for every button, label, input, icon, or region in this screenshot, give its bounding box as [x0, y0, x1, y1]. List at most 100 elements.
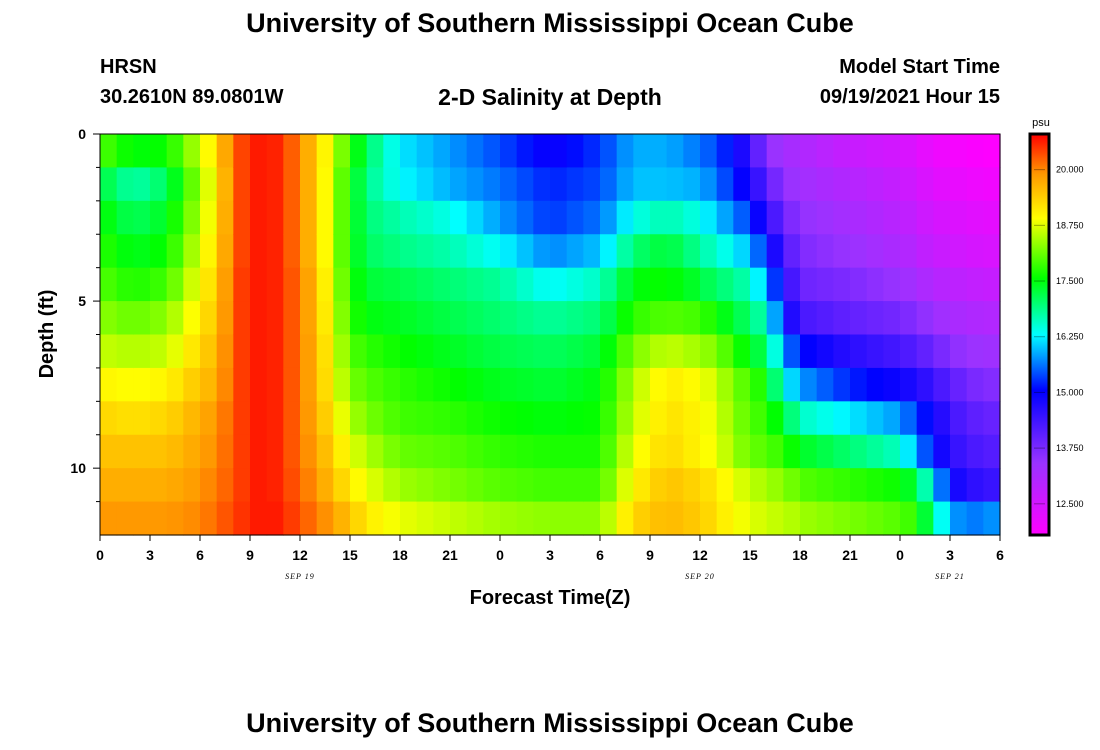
heatmap-cell [283, 167, 301, 202]
heatmap-cell [166, 134, 184, 169]
heatmap-cell [616, 234, 634, 269]
heatmap-cell [716, 367, 734, 402]
heatmap-cell [916, 434, 934, 469]
heatmap-cell [266, 468, 284, 503]
x-day-label: SEP 19 [285, 572, 315, 581]
heatmap-cell [666, 367, 684, 402]
title-bottom: University of Southern Mississippi Ocean… [246, 708, 854, 738]
heatmap-cell [383, 434, 401, 469]
heatmap-cell [366, 301, 384, 336]
heatmap-cell [866, 167, 884, 202]
heatmap-cell [633, 167, 651, 202]
heatmap-cell [350, 167, 368, 202]
heatmap-cell [450, 200, 468, 235]
heatmap-cell [716, 334, 734, 369]
heatmap-cell [733, 334, 751, 369]
heatmap-cell [700, 134, 718, 169]
heatmap-cell [350, 200, 368, 235]
heatmap-cell [250, 434, 268, 469]
heatmap-cell [633, 200, 651, 235]
heatmap-cell [983, 167, 1001, 202]
heatmap-cell [683, 334, 701, 369]
heatmap-cell [383, 234, 401, 269]
heatmap-cell [266, 401, 284, 436]
heatmap-cell [750, 401, 768, 436]
heatmap-cell [100, 401, 118, 436]
heatmap-cell [116, 334, 134, 369]
heatmap-cell [200, 234, 218, 269]
heatmap-cell [900, 401, 918, 436]
heatmap-cell [566, 401, 584, 436]
heatmap-cell [600, 267, 618, 302]
heatmap-cell [450, 267, 468, 302]
heatmap-cell [233, 134, 251, 169]
heatmap-cell [566, 334, 584, 369]
heatmap-cell [850, 367, 868, 402]
heatmap-cell [800, 334, 818, 369]
heatmap-cell [150, 434, 168, 469]
heatmap-cell [783, 401, 801, 436]
x-tick-label: 18 [792, 547, 808, 563]
heatmap-cell [383, 401, 401, 436]
heatmap-cell [933, 267, 951, 302]
heatmap-cell [366, 200, 384, 235]
heatmap-cell [533, 501, 551, 536]
heatmap-cell [833, 167, 851, 202]
heatmap-cell [766, 167, 784, 202]
heatmap-cell [900, 134, 918, 169]
heatmap-cell [950, 434, 968, 469]
heatmap-cell [816, 234, 834, 269]
heatmap-cell [783, 367, 801, 402]
heatmap-cell [450, 367, 468, 402]
x-axis-label: Forecast Time(Z) [470, 587, 631, 609]
heatmap-cell [600, 434, 618, 469]
heatmap-cell [466, 267, 484, 302]
heatmap-cell [800, 234, 818, 269]
heatmap-cell [483, 200, 501, 235]
heatmap-cell [433, 334, 451, 369]
heatmap-cell [200, 167, 218, 202]
heatmap-cell [850, 301, 868, 336]
heatmap-cell [566, 434, 584, 469]
heatmap-cell [800, 401, 818, 436]
heatmap-cell [516, 501, 534, 536]
heatmap-cell [700, 167, 718, 202]
heatmap-cell [783, 468, 801, 503]
heatmap-cell [966, 200, 984, 235]
heatmap-cell [216, 134, 234, 169]
heatmap-cell [916, 468, 934, 503]
heatmap-cell [383, 301, 401, 336]
heatmap-cell [533, 468, 551, 503]
heatmap-cell [183, 234, 201, 269]
heatmap-cell [150, 301, 168, 336]
heatmap-cell [333, 301, 351, 336]
heatmap-cell [450, 401, 468, 436]
heatmap-cell [816, 267, 834, 302]
heatmap-cell [350, 301, 368, 336]
heatmap-cell [200, 134, 218, 169]
x-tick-label: 12 [292, 547, 308, 563]
heatmap-cell [550, 234, 568, 269]
heatmap-cell [800, 134, 818, 169]
heatmap-cell [633, 134, 651, 169]
heatmap-cell [466, 501, 484, 536]
heatmap-cell [883, 434, 901, 469]
heatmap-cell [850, 468, 868, 503]
heatmap-cell [783, 134, 801, 169]
heatmap-cell [783, 501, 801, 536]
heatmap-cell [550, 468, 568, 503]
heatmap-cell [850, 200, 868, 235]
heatmap-cell [833, 468, 851, 503]
heatmap-cell [716, 200, 734, 235]
heatmap-cell [666, 267, 684, 302]
heatmap-cell [233, 267, 251, 302]
heatmap-cell [750, 134, 768, 169]
heatmap-cell [500, 367, 518, 402]
heatmap-cell [283, 468, 301, 503]
heatmap-cell [716, 234, 734, 269]
heatmap-cell [933, 200, 951, 235]
heatmap-cell [283, 134, 301, 169]
heatmap-cell [833, 200, 851, 235]
heatmap-cell [650, 401, 668, 436]
